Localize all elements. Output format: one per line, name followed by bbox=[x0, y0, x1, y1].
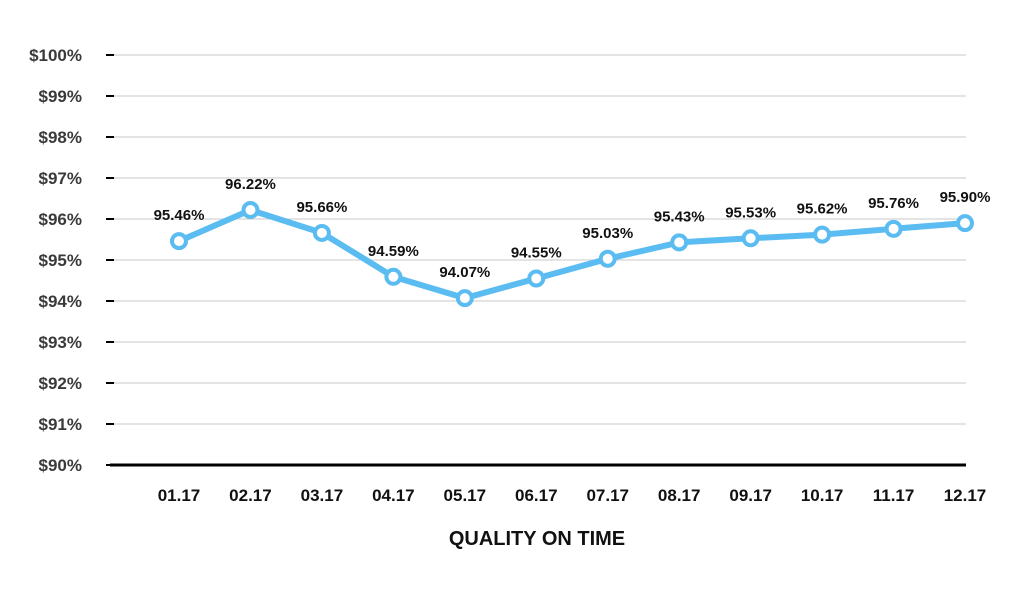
data-point bbox=[384, 267, 403, 286]
x-tick-label: 09.17 bbox=[729, 486, 772, 505]
data-point bbox=[813, 225, 832, 244]
data-point bbox=[670, 233, 689, 252]
x-tick-label: 08.17 bbox=[658, 486, 701, 505]
x-tick-label: 10.17 bbox=[801, 486, 844, 505]
x-tick-label: 11.17 bbox=[873, 486, 915, 505]
data-point bbox=[170, 232, 188, 251]
data-label: 94.07% bbox=[439, 264, 490, 281]
data-point bbox=[312, 223, 331, 242]
data-label: 95.90% bbox=[940, 189, 991, 206]
x-tick-label: 02.17 bbox=[229, 486, 272, 505]
gridlines bbox=[110, 54, 966, 425]
y-tick-label: $90% bbox=[39, 456, 82, 475]
data-point bbox=[956, 214, 974, 233]
data-point bbox=[741, 229, 760, 248]
x-tick-label: 01.17 bbox=[158, 486, 201, 505]
data-label: 96.22% bbox=[225, 176, 276, 193]
x-tick-label: 04.17 bbox=[372, 486, 415, 505]
y-axis-ticks: $90% $91% $92% $93% $94% $95% $96% $97% $98% $99%… bbox=[29, 46, 114, 475]
data-label: 95.03% bbox=[582, 225, 633, 242]
x-tick-label: 12.17 bbox=[944, 486, 987, 505]
data-label: 95.46% bbox=[154, 207, 205, 224]
x-tick-label: 05.17 bbox=[444, 486, 487, 505]
x-axis-ticks: 01.17 02.17 03.17 04.17 05.17 06.17 07.17 08.17… bbox=[158, 486, 987, 505]
data-labels: 95.46% 96.22% 95.66% 94.59% 94.07% 94.55% 95.0… bbox=[154, 176, 991, 281]
x-axis-title: QUALITY ON TIME bbox=[449, 528, 625, 550]
y-tick-label: $96% bbox=[39, 210, 82, 229]
x-tick-label: 03.17 bbox=[301, 486, 344, 505]
data-label: 94.55% bbox=[511, 244, 562, 261]
data-label: 95.53% bbox=[725, 204, 776, 221]
y-tick-label: $92% bbox=[39, 374, 82, 393]
y-tick-label: $95% bbox=[39, 251, 82, 270]
y-tick-label: $94% bbox=[39, 292, 82, 311]
data-point bbox=[598, 249, 617, 268]
x-tick-label: 07.17 bbox=[586, 486, 629, 505]
data-label: 95.43% bbox=[654, 208, 705, 225]
data-point bbox=[241, 200, 260, 219]
data-label: 95.62% bbox=[797, 201, 848, 218]
data-point bbox=[884, 219, 903, 238]
x-tick-label: 06.17 bbox=[515, 486, 558, 505]
series-line bbox=[176, 207, 968, 302]
y-tick-label: $97% bbox=[39, 169, 82, 188]
y-tick-label: $99% bbox=[39, 87, 82, 106]
data-label: 95.66% bbox=[296, 199, 347, 216]
y-tick-label: $93% bbox=[39, 333, 82, 352]
y-tick-label: $98% bbox=[39, 128, 82, 147]
y-tick-label: $100% bbox=[29, 46, 82, 65]
data-point bbox=[455, 289, 474, 308]
data-label: 95.76% bbox=[868, 195, 919, 212]
data-point bbox=[527, 269, 546, 288]
data-points bbox=[170, 200, 974, 308]
data-label: 94.59% bbox=[368, 243, 419, 260]
y-tick-label: $91% bbox=[39, 415, 82, 434]
